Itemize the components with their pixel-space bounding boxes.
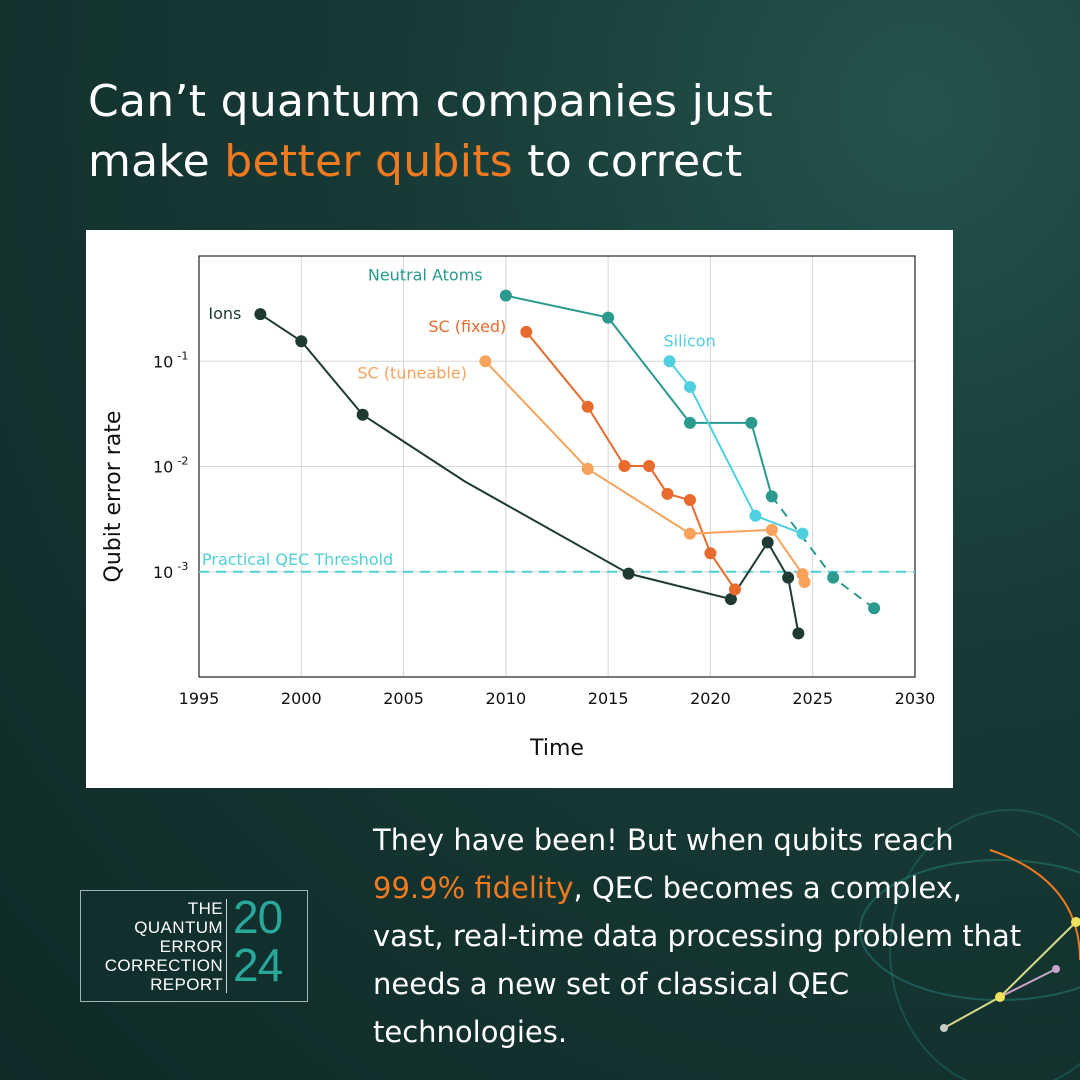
data-point	[745, 416, 758, 429]
series-label: Silicon	[664, 331, 716, 350]
series-ions: Ions	[208, 304, 805, 640]
logo-year-bottom: 24	[233, 939, 283, 991]
x-tick-label: 2025	[792, 689, 833, 708]
y-tick-base: 10	[153, 352, 173, 371]
data-point	[520, 325, 533, 338]
x-tick-label: 2005	[383, 689, 424, 708]
x-tick-label: 2030	[895, 689, 936, 708]
data-point	[581, 462, 594, 475]
data-point	[683, 416, 696, 429]
headline-line-2-start: make	[88, 136, 225, 187]
data-point	[643, 460, 656, 473]
logo-line: QUANTUM	[134, 918, 223, 937]
x-axis-ticks: 1995 2000 2005 2010 2015 2020 2025 2030	[179, 689, 936, 708]
y-axis-ticks: 10 -1 10 -2 10 -3	[153, 349, 188, 582]
logo-divider	[226, 899, 227, 993]
logo-title: THE QUANTUM ERROR CORRECTION REPORT	[83, 899, 223, 994]
data-point	[295, 335, 308, 348]
y-axis-label: Qubit error rate	[101, 411, 126, 583]
plot-frame	[198, 255, 916, 678]
y-tick-exponent: -3	[177, 560, 188, 573]
x-tick-label: 2010	[485, 689, 526, 708]
data-point	[618, 460, 631, 473]
data-point	[765, 490, 778, 503]
x-tick-label: 2015	[588, 689, 629, 708]
series-sc-fixed: SC (fixed)	[428, 317, 741, 596]
body-copy-end: , QEC becomes a complex, vast, real-time…	[373, 871, 1022, 1049]
y-tick-label: 10 -2	[153, 455, 188, 477]
data-point	[254, 308, 267, 321]
headline-highlight: better qubits	[224, 136, 513, 187]
headline-line-2: make better qubits to correct	[88, 132, 988, 192]
logo-year-top: 20	[233, 891, 283, 943]
x-tick-label: 1995	[179, 689, 220, 708]
data-point	[827, 571, 840, 584]
body-copy: They have been! But when qubits reach 99…	[373, 816, 1033, 1056]
y-tick-base: 10	[153, 563, 173, 582]
series-label: SC (fixed)	[428, 317, 506, 336]
data-point	[868, 602, 881, 615]
chart-series: Ions Neutral Atoms SC (fixed) SC (tuneable)…	[208, 266, 881, 640]
data-point	[765, 523, 778, 536]
data-point	[602, 311, 615, 324]
data-point	[479, 355, 492, 368]
data-point	[581, 400, 594, 413]
logo-year: 20 24	[233, 893, 303, 989]
error-rate-chart: 1995 2000 2005 2010 2015 2020 2025 2030 10 -110-…	[101, 255, 936, 761]
data-point	[798, 575, 811, 588]
logo-line: ERROR	[159, 937, 223, 956]
x-tick-label: 2000	[281, 689, 322, 708]
logo-line: CORRECTION	[104, 956, 223, 975]
series-label: Neutral Atoms	[368, 266, 483, 285]
data-point	[661, 487, 674, 500]
data-point	[683, 527, 696, 540]
series-label: SC (tuneable)	[357, 363, 467, 382]
data-point	[663, 355, 676, 368]
data-point	[704, 547, 717, 560]
headline: Can’t quantum companies just make better…	[88, 72, 988, 192]
chart-panel: 1995 2000 2005 2010 2015 2020 2025 2030 10 -1 10-…	[86, 230, 953, 788]
data-point	[749, 509, 762, 522]
data-point	[728, 583, 741, 596]
logo-line: REPORT	[150, 975, 223, 994]
headline-line-2-end: to correct	[513, 136, 743, 187]
chart-grid	[199, 256, 915, 677]
data-point	[792, 627, 805, 640]
y-tick-exponent: -2	[177, 455, 188, 468]
series-neutral-atoms: Neutral Atoms	[368, 266, 881, 615]
series-silicon: Silicon	[663, 331, 809, 540]
series-label: Ions	[208, 304, 241, 323]
series-line	[525, 331, 736, 590]
data-point	[499, 289, 512, 302]
data-point	[622, 567, 635, 580]
report-logo: THE QUANTUM ERROR CORRECTION REPORT 20 2…	[80, 890, 308, 1002]
data-point	[782, 571, 795, 584]
series-sc-tuneable: SC (tuneable)	[357, 355, 811, 588]
x-axis-label: Time	[529, 736, 584, 761]
data-point	[683, 494, 696, 507]
x-tick-label: 2020	[690, 689, 731, 708]
body-highlight: 99.9% fidelity	[373, 871, 574, 905]
data-point	[683, 380, 696, 393]
logo-line: THE	[187, 899, 223, 918]
threshold-label: Practical QEC Threshold	[202, 550, 393, 569]
body-copy-start: They have been! But when qubits reach	[373, 823, 954, 857]
y-tick-label: 10 -3	[153, 560, 188, 582]
series-line	[484, 360, 806, 583]
y-tick-base: 10	[153, 458, 173, 477]
data-point	[761, 536, 774, 549]
headline-line-1: Can’t quantum companies just	[88, 76, 774, 127]
data-point	[356, 408, 369, 421]
y-tick-label: 10 -1	[153, 349, 188, 371]
series-line	[259, 313, 800, 634]
series-line	[668, 360, 803, 535]
data-point	[796, 527, 809, 540]
y-tick-exponent: -1	[177, 349, 188, 362]
data-point	[724, 593, 737, 606]
